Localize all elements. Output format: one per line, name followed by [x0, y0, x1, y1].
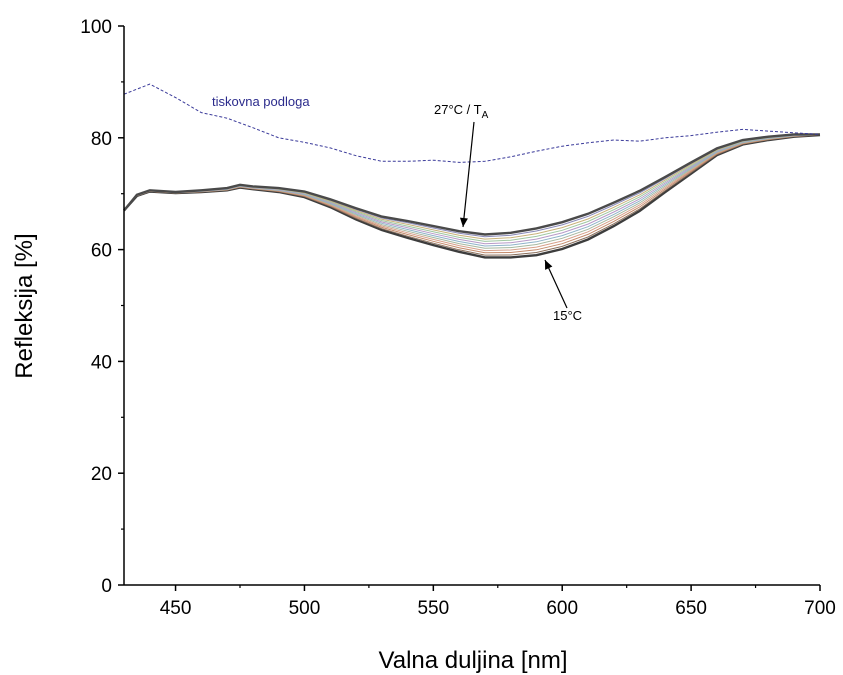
x-tick-label: 550: [417, 598, 449, 619]
annotation-15c: 15°C: [553, 308, 582, 323]
band-curve-10: [123, 133, 820, 236]
x-tick-label: 700: [804, 598, 836, 619]
y-tick-label: 40: [91, 352, 112, 373]
x-tick-label: 500: [289, 598, 321, 619]
y-tick-label: 100: [80, 17, 112, 38]
reference-series-label: tiskovna podloga: [212, 94, 310, 109]
annotation-27c: 27°C / TA: [434, 102, 489, 121]
tick-labels: 0 20 40 60 80 100 450 500 550 600 650 700: [80, 17, 836, 619]
y-tick-label: 60: [91, 241, 112, 262]
reference-series-line: [123, 83, 821, 163]
annotation-27c-subscript: A: [482, 110, 489, 121]
curve-band: [123, 133, 821, 259]
y-tick-label: 80: [91, 129, 112, 150]
arrow-27c-shaft: [462, 121, 475, 228]
annotation-27c-text: 27°C / T: [434, 102, 482, 117]
x-tick-label: 600: [546, 598, 578, 619]
reference-curve: [123, 83, 821, 163]
y-tick-label: 0: [101, 576, 112, 597]
arrow-27c-head: [459, 217, 468, 227]
x-axis-title: Valna duljina [nm]: [379, 647, 568, 674]
y-axis-title: Refleksija [%]: [11, 233, 38, 378]
arrow-15c-head: [545, 260, 553, 270]
axes: [118, 25, 821, 591]
x-tick-label: 450: [160, 598, 192, 619]
annotation-arrows: [459, 121, 568, 309]
x-tick-label: 650: [675, 598, 707, 619]
y-tick-label: 20: [91, 464, 112, 485]
